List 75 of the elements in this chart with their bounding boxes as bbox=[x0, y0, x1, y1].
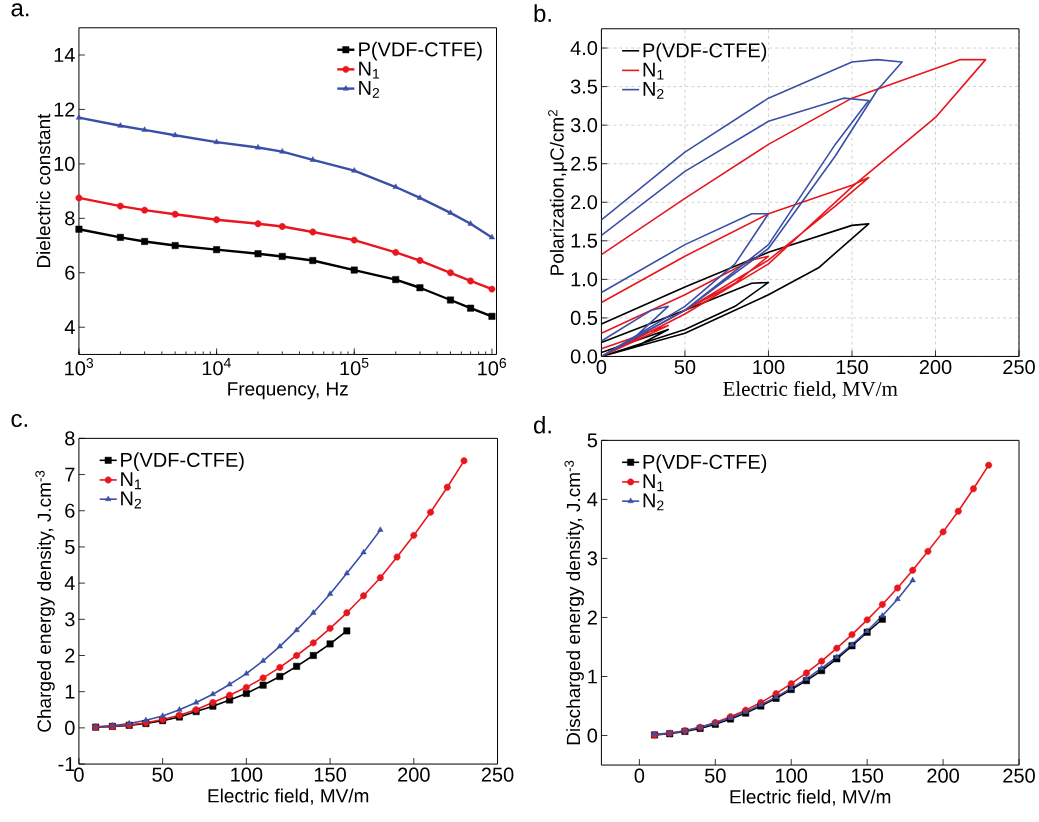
y-tick-label: 3.5 bbox=[570, 79, 598, 94]
x-tick-label: 200 bbox=[398, 767, 430, 782]
y-tick-label: 5 bbox=[587, 433, 598, 448]
y-tick-label: 8 bbox=[65, 211, 75, 226]
x-tick-label: 150 bbox=[314, 767, 346, 782]
legend-label: N$_{2}$ bbox=[121, 491, 142, 509]
x-tick-label: 50 bbox=[705, 768, 726, 783]
x-tick-label: 250 bbox=[1003, 359, 1035, 375]
x-tick-label: 100 bbox=[776, 768, 808, 783]
y-tick-label: 8 bbox=[65, 431, 75, 446]
y-axis-title: Polarization,μC/cm$^{2}$ bbox=[548, 109, 568, 275]
legend-label: N$_{1}$ bbox=[643, 474, 664, 492]
legend-label: P(VDF-CTFE) bbox=[121, 452, 244, 471]
x-tick-label: 10$^{5}$ bbox=[340, 357, 369, 376]
y-tick-label: 3.0 bbox=[570, 118, 598, 133]
y-tick-label: 4 bbox=[64, 320, 75, 335]
y-tick-label: 6 bbox=[65, 503, 75, 518]
y-tick-label: 0 bbox=[587, 728, 598, 743]
y-tick-label: 0.5 bbox=[570, 310, 598, 325]
x-tick-label: 10$^{6}$ bbox=[478, 357, 507, 376]
y-tick-label: 4 bbox=[64, 576, 75, 590]
y-tick-label: 1.5 bbox=[571, 233, 598, 248]
x-tick-label: 150 bbox=[836, 359, 868, 375]
legend-label: N$_{1}$ bbox=[121, 472, 142, 490]
y-tick-label: 1 bbox=[65, 684, 75, 699]
x-tick-label: 10$^{3}$ bbox=[65, 357, 94, 376]
x-tick-label: 0 bbox=[634, 768, 645, 783]
y-tick-label: 10 bbox=[54, 156, 75, 171]
x-axis-title: Electric field, MV/m bbox=[730, 789, 891, 806]
legend-label: N$_{1}$ bbox=[359, 61, 380, 79]
y-tick-label: 2 bbox=[65, 648, 75, 663]
y-axis-title: Charged energy density, J.cm$^{-3}$ bbox=[35, 470, 55, 732]
legend-label: P(VDF-CTFE) bbox=[643, 42, 767, 62]
chart-title: d. bbox=[534, 415, 551, 434]
y-tick-label: 12 bbox=[54, 102, 75, 117]
x-tick-label: 50 bbox=[152, 767, 173, 782]
y-tick-label: 1 bbox=[588, 669, 597, 684]
y-tick-label: 3 bbox=[587, 551, 598, 566]
x-tick-label: 50 bbox=[674, 359, 696, 375]
x-tick-label: 200 bbox=[919, 359, 952, 375]
y-axis-title: Dielectric constant bbox=[36, 113, 51, 268]
y-tick-label: 2.0 bbox=[571, 195, 598, 210]
y-axis-title: Discharged energy density, J.cm$^{-3}$ bbox=[564, 460, 584, 745]
y-tick-label: 1.0 bbox=[571, 272, 598, 287]
y-tick-label: 6 bbox=[65, 265, 75, 280]
y-tick-label: -1 bbox=[58, 757, 75, 771]
legend-label: N$_{2}$ bbox=[359, 80, 380, 98]
y-tick-label: 2 bbox=[587, 610, 597, 625]
legend-label: N$_{2}$ bbox=[643, 493, 664, 511]
x-axis-title: Frequency, Hz bbox=[228, 382, 348, 400]
x-tick-label: 250 bbox=[1003, 768, 1035, 783]
chart-title: c. bbox=[11, 413, 27, 428]
y-tick-label: 0.0 bbox=[570, 349, 598, 364]
chart-title: a. bbox=[11, 3, 29, 17]
chart-title: b. bbox=[534, 4, 551, 22]
y-tick-label: 5 bbox=[65, 539, 75, 554]
x-tick-label: 100 bbox=[753, 359, 785, 375]
y-tick-label: 2.5 bbox=[571, 156, 598, 171]
x-tick-label: 150 bbox=[852, 768, 884, 783]
y-tick-label: 4.0 bbox=[570, 40, 598, 56]
legend-label: P(VDF-CTFE) bbox=[643, 454, 767, 473]
x-tick-label: 10$^{4}$ bbox=[202, 357, 231, 376]
legend-label: P(VDF-CTFE) bbox=[359, 41, 482, 61]
x-tick-label: 200 bbox=[927, 768, 959, 783]
y-tick-label: 3 bbox=[65, 612, 75, 627]
y-tick-label: 14 bbox=[54, 48, 75, 62]
y-tick-label: 0 bbox=[65, 720, 75, 735]
x-axis-title: Electric field, MV/m bbox=[723, 380, 898, 399]
x-tick-label: 250 bbox=[481, 767, 514, 782]
x-tick-label: 100 bbox=[231, 767, 263, 782]
y-tick-label: 4 bbox=[587, 492, 598, 507]
legend-label: N$_{1}$ bbox=[643, 62, 664, 80]
y-tick-label: 7 bbox=[65, 467, 75, 482]
x-axis-title: Electric field, MV/m bbox=[208, 788, 369, 805]
legend-label: N$_{2}$ bbox=[643, 82, 664, 99]
